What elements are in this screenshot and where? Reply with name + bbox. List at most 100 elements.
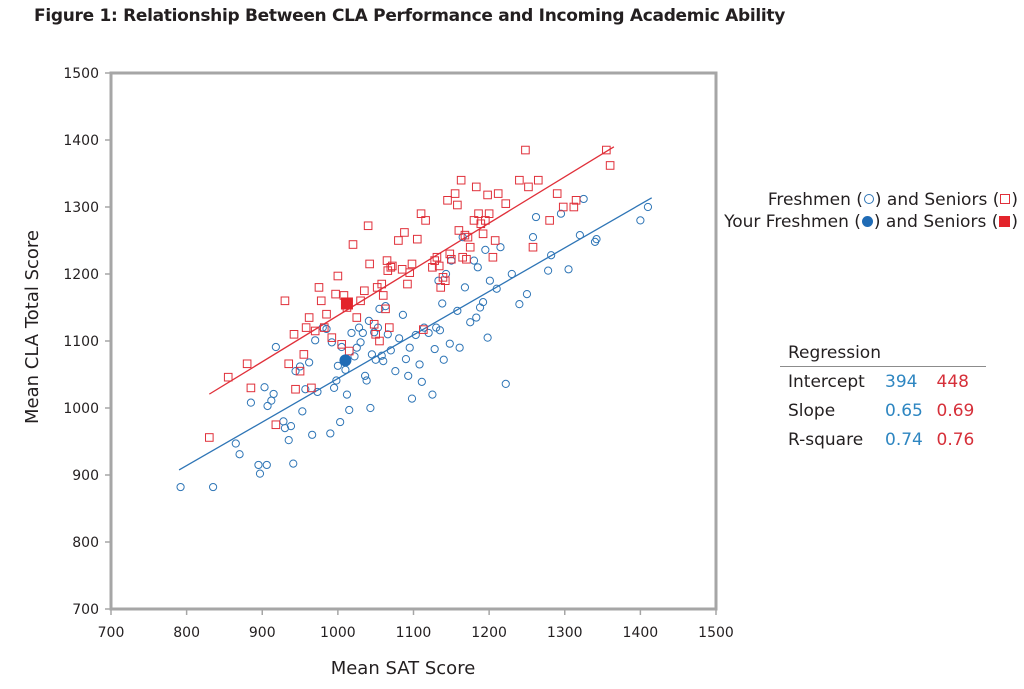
freshmen-point [337,342,346,352]
freshmen-point [455,343,464,352]
freshmen-point [439,355,448,364]
freshmen-point [472,313,481,322]
freshmen-point [507,269,516,279]
plot-frame [109,71,718,611]
freshmen-point [231,439,240,448]
regression-label: R-square [788,429,864,450]
seniors-point [483,190,492,200]
y-tick-label: 800 [72,535,99,551]
seniors-point [280,296,290,306]
seniors-point [394,236,403,245]
seniors-point [271,420,281,430]
legend-freshmen-seniors: Freshmen () and Seniors () [768,190,1018,210]
freshmen-point [286,421,296,431]
seniors-point [605,161,615,170]
figure-title: Figure 1: Relationship Between CLA Perfo… [34,6,786,26]
y-tick-label: 1100 [63,334,99,350]
seniors-point [375,336,384,346]
seniors-point [545,216,554,225]
seniors-point [484,209,494,218]
freshmen-point [367,350,377,359]
regression-table-header: Regression [780,340,986,367]
filled-square-icon [999,216,1011,227]
regression-line-freshmen [178,197,653,471]
freshmen-point [501,379,510,388]
seniors-point [405,268,415,277]
seniors-point [416,209,426,218]
seniors-point [316,296,326,306]
freshmen-point [255,469,265,478]
seniors-point [447,254,456,264]
seniors-value: 448 [936,371,969,392]
y-tick-label: 1000 [63,401,99,417]
seniors-point [571,196,581,205]
freshmen-point [407,394,417,403]
data-points [176,145,653,492]
seniors-point [412,234,422,244]
your-seniors-point [340,297,353,310]
seniors-value: 0.76 [936,429,975,450]
y-tick-label: 1200 [63,267,99,283]
seniors-point [552,189,562,198]
seniors-point [314,283,324,292]
seniors-point [319,323,329,332]
freshmen-point [263,401,272,411]
y-tick-label: 900 [72,468,99,484]
seniors-point [331,289,340,299]
seniors-point [337,340,346,349]
regression-row: Slope 0.65 0.69 [780,396,986,425]
freshmen-point [347,328,356,338]
freshmen-point [515,300,524,309]
freshmen-point [398,310,408,319]
seniors-point [397,265,407,274]
freshmen-point [366,403,375,413]
seniors-point [440,276,450,285]
y-tick-label: 700 [72,602,99,618]
freshmen-point [575,231,584,240]
freshmen-point [262,460,271,470]
freshmen-point [342,390,352,399]
seniors-point [445,249,455,259]
y-tick-label: 1300 [63,200,99,216]
seniors-point [333,271,343,281]
seniors-point [205,433,214,442]
seniors-point [528,242,538,252]
regression-row: R-square 0.74 0.76 [780,425,986,454]
seniors-point [488,252,498,262]
freshmen-point [298,407,307,416]
legend-text: Freshmen ( [767,190,863,210]
freshmen-value: 394 [885,371,918,392]
seniors-point [385,323,394,332]
x-tick-label: 1400 [623,625,659,641]
legend-text: ) [1011,212,1018,232]
seniors-point [419,325,428,334]
seniors-point [307,383,316,393]
seniors-point [352,313,362,322]
freshmen-point [528,233,538,242]
regression-lines [178,146,653,471]
seniors-point [450,189,460,198]
your-freshmen-point [339,354,352,367]
freshmen-point [345,405,354,415]
legend-text: ) [1011,190,1018,210]
seniors-point [388,261,397,271]
seniors-point [242,359,252,369]
regression-row: Intercept 394 448 [780,367,986,396]
freshmen-point [483,333,492,342]
freshmen-point [301,385,310,394]
seniors-point [569,202,579,212]
freshmen-point [419,323,429,332]
seniors-point [490,236,500,245]
seniors-point [304,313,314,322]
freshmen-point [362,376,371,385]
freshmen-point [435,326,445,335]
seniors-point [356,296,365,306]
freshmen-value: 0.65 [885,400,923,421]
seniors-point [360,286,369,296]
seniors-point [428,263,437,272]
freshmen-point [341,365,350,374]
freshmen-point [371,355,380,364]
freshmen-point [322,324,331,334]
open-circle-icon [863,194,874,204]
freshmen-point [496,243,505,252]
